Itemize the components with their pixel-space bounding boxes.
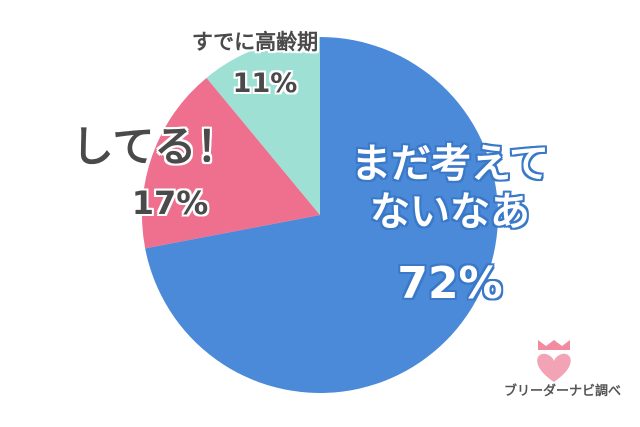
pie-slice: [206, 37, 320, 215]
value-label: 72%: [397, 258, 503, 309]
slice-label: まだ考えてないなあ: [351, 141, 549, 235]
pie-slice: [141, 77, 320, 249]
slice-label: すでに高齢期: [191, 30, 319, 54]
logo-icon: [538, 340, 570, 350]
pie-slice: [145, 37, 498, 393]
value-label: 17%: [131, 184, 209, 222]
logo-heart: [537, 353, 571, 382]
source: ブリーダーナビ調べ: [503, 384, 621, 399]
slice-label: してる！: [71, 122, 239, 171]
value-label: 11%: [232, 68, 298, 99]
